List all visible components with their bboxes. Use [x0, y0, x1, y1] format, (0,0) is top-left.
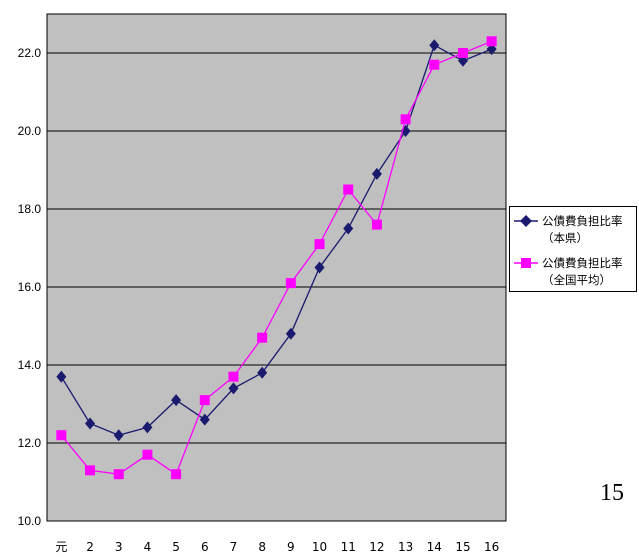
data-point — [56, 430, 67, 441]
x-tick-label: 9 — [287, 540, 295, 554]
y-tick-label: 10.0 — [18, 514, 42, 528]
legend-label: 公債費負担比率 — [542, 256, 623, 270]
data-point — [343, 184, 354, 195]
x-tick-label: 6 — [201, 540, 209, 554]
x-tick-label: 5 — [172, 540, 180, 554]
y-tick-label: 20.0 — [18, 124, 42, 138]
data-point — [343, 222, 354, 235]
data-point — [371, 167, 382, 180]
gridlines — [47, 52, 506, 444]
x-tick-label: 3 — [115, 540, 123, 554]
data-point — [171, 469, 182, 480]
x-tick-label: 4 — [144, 540, 152, 554]
y-tick-label: 12.0 — [18, 436, 42, 450]
legend-label-line2: （全国平均） — [542, 273, 611, 287]
data-point — [113, 469, 124, 480]
diamond-marker-icon — [514, 215, 538, 227]
x-tick-label: 12 — [369, 540, 384, 554]
series-line-0 — [60, 44, 492, 436]
data-point — [199, 413, 210, 426]
x-tick-label: 13 — [398, 540, 413, 554]
data-point — [257, 366, 268, 379]
x-tick-label: 14 — [427, 540, 442, 554]
x-tick-label: 10 — [312, 540, 327, 554]
data-point — [228, 382, 239, 395]
data-point — [285, 327, 296, 340]
data-point — [486, 36, 497, 47]
x-tick-label: 8 — [258, 540, 266, 554]
data-point — [400, 114, 411, 125]
data-point — [199, 395, 210, 406]
legend-label: 公債費負担比率 — [542, 214, 623, 228]
data-point — [314, 261, 325, 274]
y-tick-label: 16.0 — [18, 280, 42, 294]
x-tick-label: 7 — [230, 540, 238, 554]
data-point — [285, 278, 296, 289]
legend-label-line2: （本県） — [542, 231, 588, 245]
data-point — [142, 421, 153, 434]
x-tick-label: 2 — [86, 540, 94, 554]
x-tick-label: 15 — [455, 540, 470, 554]
data-point — [113, 429, 124, 442]
data-point — [142, 449, 153, 460]
data-point — [56, 370, 67, 383]
data-point — [429, 59, 440, 70]
data-point — [85, 465, 96, 476]
data-point — [228, 371, 239, 382]
plot-area — [46, 13, 507, 522]
series-group — [56, 36, 497, 480]
square-marker-icon — [514, 258, 538, 268]
x-tick-label: 元 — [55, 540, 67, 554]
page-number: 15 — [600, 480, 624, 506]
data-point — [171, 394, 182, 407]
y-tick-label: 22.0 — [18, 46, 42, 60]
series-line-1 — [60, 40, 492, 476]
data-point — [429, 39, 440, 52]
data-point — [314, 239, 325, 250]
x-tick-label: 16 — [484, 540, 499, 554]
x-axis-ticks: 元 2 3 4 5 6 7 8 9 10 11 12 13 14 15 16 — [55, 540, 499, 554]
data-point — [457, 48, 468, 58]
x-tick-label: 11 — [341, 540, 356, 554]
y-tick-label: 14.0 — [18, 358, 42, 372]
data-point — [371, 219, 382, 230]
y-axis-ticks: 10.0 12.0 14.0 16.0 18.0 20.0 22.0 — [18, 46, 42, 528]
legend: 公債費負担比率 （本県） 公債費負担比率 （全国平均） — [509, 206, 637, 292]
y-tick-label: 18.0 — [18, 202, 42, 216]
data-point — [257, 332, 268, 343]
data-point — [85, 417, 96, 430]
